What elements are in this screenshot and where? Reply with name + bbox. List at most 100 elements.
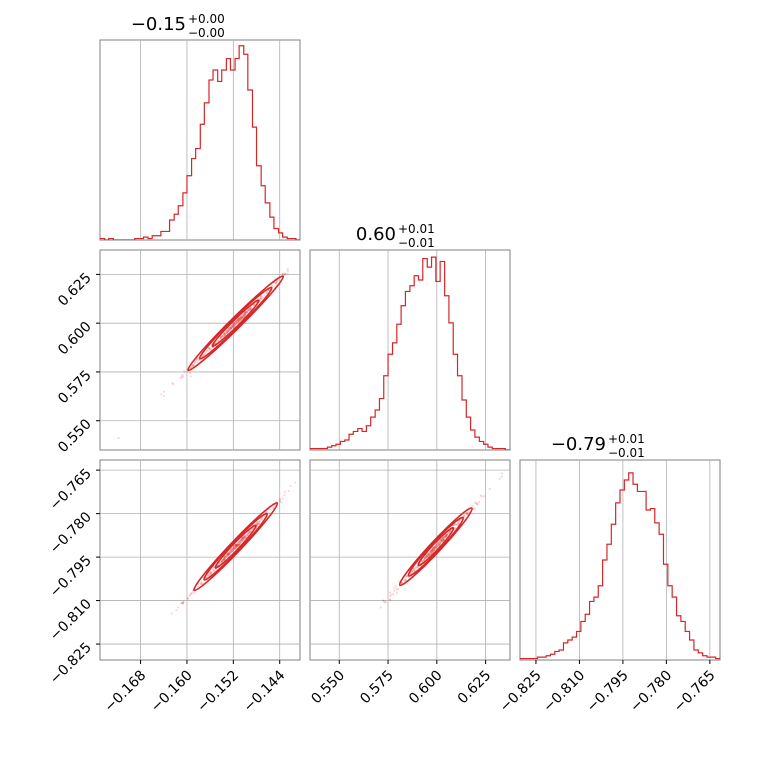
scatter-point [250, 528, 254, 531]
scatter-point [223, 557, 226, 560]
scatter-point [238, 317, 242, 320]
scatter-point [283, 273, 286, 276]
scatter-point [433, 546, 436, 549]
scatter-point [228, 552, 231, 555]
scatter-point [191, 365, 194, 368]
scatter-point [383, 601, 386, 604]
scatter-point [241, 317, 244, 320]
scatter-point [239, 541, 242, 544]
scatter-point [256, 524, 259, 527]
scatter-point [117, 436, 120, 440]
scatter-point [226, 329, 230, 332]
scatter-point [465, 512, 468, 515]
x-tick-label: −0.168 [101, 668, 149, 716]
scatter-point [281, 272, 284, 275]
scatter-point [229, 328, 232, 331]
scatter-point [414, 568, 417, 572]
scatter-point [474, 501, 477, 505]
scatter-point [283, 493, 286, 497]
scatter-point [448, 531, 451, 534]
scatter-point [230, 326, 233, 329]
scatter-point [248, 531, 251, 534]
title-lower-error: −0.01 [608, 446, 645, 460]
scatter-point [294, 481, 297, 484]
y-tick-label: −0.825 [47, 640, 95, 688]
scatter-point [234, 546, 237, 549]
scatter-point [223, 556, 226, 559]
scatter-point [233, 547, 236, 550]
x-tick-label: 0.575 [357, 668, 397, 708]
scatter-point [238, 543, 241, 546]
scatter-point [429, 550, 433, 553]
scatter-point [210, 571, 214, 574]
scatter-point [223, 555, 226, 558]
contour-level-3 [193, 502, 279, 592]
scatter-point [428, 553, 431, 556]
scatter-point [240, 315, 243, 319]
scatter-point [209, 573, 212, 576]
scatter-point [432, 548, 435, 551]
scatter-point [179, 376, 182, 379]
x-tick-label: −0.160 [148, 668, 196, 716]
scatter-point [200, 581, 203, 584]
scatter-layer [117, 254, 306, 440]
scatter-point [423, 558, 426, 562]
scatter-point [235, 544, 238, 547]
scatter-point [235, 544, 238, 547]
scatter-point [445, 533, 448, 536]
scatter-point [207, 346, 210, 350]
scatter-point [409, 572, 412, 575]
scatter-point [232, 325, 236, 328]
scatter-point [206, 349, 209, 352]
scatter-point [412, 570, 416, 573]
x-tick-label: 0.550 [308, 668, 348, 708]
contour-level-3 [187, 275, 285, 372]
scatter-point [457, 522, 460, 525]
panel-frame [99, 459, 301, 661]
contour-level-1 [417, 526, 455, 567]
scatter-point [240, 316, 243, 319]
scatter-point [236, 543, 239, 546]
scatter-point [242, 314, 245, 317]
scatter-point [234, 319, 238, 323]
scatter-point [413, 568, 416, 571]
scatter-point [281, 497, 284, 500]
scatter-point [236, 320, 239, 324]
scatter-point [242, 536, 245, 539]
scatter-point [237, 318, 240, 321]
scatter-point [193, 592, 196, 595]
scatter-point [421, 559, 424, 562]
scatter-point [223, 331, 226, 334]
scatter-point [500, 475, 503, 478]
scatter-point [429, 549, 432, 553]
scatter-point [433, 549, 436, 552]
scatter-point [235, 543, 239, 546]
scatter-point [434, 545, 437, 549]
scatter-point [230, 550, 233, 553]
scatter-point [197, 359, 200, 362]
scatter-point [182, 601, 185, 604]
scatter-point [190, 592, 193, 595]
scatter-point [403, 577, 407, 581]
scatter-point [193, 361, 197, 364]
scatter-point [443, 535, 447, 538]
scatter-point [396, 587, 400, 591]
scatter-point [236, 320, 239, 323]
scatter-point [271, 285, 274, 288]
scatter-point [266, 291, 269, 294]
scatter-point [304, 254, 306, 256]
scatter-point [259, 298, 262, 301]
scatter-point [241, 536, 244, 539]
scatter-point [437, 543, 441, 546]
scatter-point [389, 598, 392, 601]
scatter-point [286, 272, 289, 275]
scatter-point [404, 579, 407, 582]
y-tick-label: −0.765 [47, 466, 95, 514]
scatter-point [239, 318, 242, 321]
panel-title: −0.15 +0.00−0.00 [131, 12, 225, 40]
title-upper-error: +0.01 [398, 222, 435, 236]
scatter-point [181, 376, 184, 379]
scatter-point [237, 543, 240, 546]
x-tick-label: −0.765 [671, 668, 719, 716]
scatter-point [230, 326, 233, 329]
